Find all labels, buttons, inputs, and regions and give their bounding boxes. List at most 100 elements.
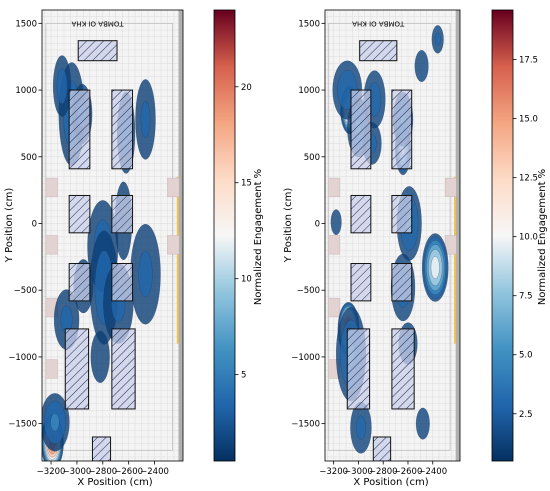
y-tick-label: −1000 xyxy=(291,353,320,363)
x-tick-label: −2600 xyxy=(114,467,143,477)
obstacle-box xyxy=(77,40,118,62)
y-tick-label: −500 xyxy=(297,286,320,296)
obstacle-box xyxy=(372,436,392,461)
y-tick-label: 1000 xyxy=(298,86,320,96)
x-tick-label: −2800 xyxy=(88,467,117,477)
map-prop xyxy=(167,177,180,198)
colorbar-gradient xyxy=(213,9,236,462)
x-tick-label: −2400 xyxy=(140,467,169,477)
x-tick-label: −3000 xyxy=(344,467,373,477)
obstacle-box xyxy=(391,328,415,410)
heatmap-panel-right: TOMBA OI KHA −3200−3000−2800−2600−2400 −… xyxy=(283,9,548,488)
map-edge-marker xyxy=(176,176,179,344)
colorbar: 2.5 5.0 7.5 10.0 12.5 15.0 17.5 xyxy=(491,9,538,462)
density-level xyxy=(140,100,151,139)
map-prop xyxy=(45,359,58,379)
density-level xyxy=(138,250,153,298)
x-tick-label: −2600 xyxy=(394,467,423,477)
map-prop xyxy=(444,235,457,255)
y-axis-label: Y Position (cm) xyxy=(4,188,15,264)
map-wall xyxy=(178,10,183,461)
density-level xyxy=(90,330,110,384)
obstacle-box xyxy=(68,263,91,302)
y-tick-label: 1500 xyxy=(15,19,37,29)
obstacle-box xyxy=(350,194,372,234)
map-prop xyxy=(45,177,58,198)
colorbar-tick-label: 7.5 xyxy=(519,292,533,302)
map-text: TOMBA OI KHA xyxy=(352,19,405,27)
y-axis-ticks: −1500 −1000 −500 0 500 1000 1500 xyxy=(291,19,325,430)
map-text: TOMBA OI KHA xyxy=(71,19,124,27)
obstacle-boxes xyxy=(346,40,415,461)
map-prop xyxy=(328,297,341,318)
y-tick-label: 500 xyxy=(21,153,37,163)
colorbar-tick-label: 15 xyxy=(241,179,252,189)
plot-border xyxy=(41,9,184,462)
obstacle-box xyxy=(111,263,134,302)
density-level xyxy=(330,209,342,236)
obstacle-box xyxy=(350,89,372,170)
y-tick-label: −1000 xyxy=(8,353,37,363)
axes-frame xyxy=(324,9,461,462)
obstacle-box xyxy=(68,194,91,234)
map-prop xyxy=(328,177,341,198)
x-tick-label: −3200 xyxy=(319,467,348,477)
obstacle-box xyxy=(391,89,413,170)
obstacle-box xyxy=(391,194,413,234)
colorbar-label: Normalized Engagement % xyxy=(537,169,548,305)
y-tick-label: 0 xyxy=(315,219,320,229)
x-axis-ticks: −3200−3000−2800−2600−2400 xyxy=(37,461,169,477)
map-wall xyxy=(455,10,460,461)
colorbar-gradient xyxy=(491,9,514,462)
colorbar-tick-label: 10.0 xyxy=(519,233,538,243)
y-tick-label: −500 xyxy=(14,286,37,296)
x-tick-label: −2400 xyxy=(418,467,447,477)
y-axis-label: Y Position (cm) xyxy=(283,188,294,264)
colorbar-tick-label: 5 xyxy=(241,371,246,381)
y-tick-label: 1500 xyxy=(298,19,320,29)
y-axis-ticks: −1500 −1000 −500 0 500 1000 1500 xyxy=(8,19,42,430)
colorbar-tick-label: 5.0 xyxy=(519,351,533,361)
obstacle-box xyxy=(346,328,371,410)
obstacle-box xyxy=(359,40,398,62)
obstacle-box xyxy=(111,194,134,234)
obstacle-box xyxy=(64,328,90,410)
obstacle-box xyxy=(111,89,134,170)
heatmap-panel-left: TOMBA OI KHA −3200−3000−2800−2600−2400 −… xyxy=(4,9,264,488)
x-axis-label: X Position (cm) xyxy=(353,477,428,488)
colorbar-tick-label: 10 xyxy=(241,275,252,285)
y-tick-label: −1500 xyxy=(8,420,37,430)
x-tick-label: −3200 xyxy=(37,467,66,477)
axes-frame xyxy=(41,9,184,462)
density-level xyxy=(56,68,68,104)
density-level xyxy=(50,413,60,432)
y-tick-label: 0 xyxy=(32,219,37,229)
y-tick-label: −1500 xyxy=(291,420,320,430)
colorbar-tick-label: 2.5 xyxy=(519,410,533,420)
colorbar-tick-label: 12.5 xyxy=(519,174,538,184)
obstacle-box xyxy=(111,328,136,410)
colorbar: 5 10 15 20 xyxy=(213,9,252,462)
obstacle-boxes xyxy=(64,40,136,461)
density-level xyxy=(414,50,429,83)
colorbar-tick-label: 20 xyxy=(241,83,252,93)
obstacle-box xyxy=(350,263,372,302)
y-tick-label: 500 xyxy=(304,153,320,163)
colorbar-tick-label: 17.5 xyxy=(519,56,538,66)
map-prop xyxy=(45,235,58,255)
x-axis-ticks: −3200−3000−2800−2600−2400 xyxy=(319,461,447,477)
obstacle-box xyxy=(68,89,91,170)
map-edge-marker xyxy=(454,176,457,344)
density-level xyxy=(434,32,441,47)
x-axis-label: X Position (cm) xyxy=(77,477,152,488)
x-tick-label: −3000 xyxy=(63,467,92,477)
colorbar-tick-label: 15.0 xyxy=(519,115,538,125)
y-tick-label: 1000 xyxy=(15,86,37,96)
x-tick-label: −2800 xyxy=(369,467,398,477)
plot-border xyxy=(324,9,461,462)
map-prop xyxy=(444,177,457,198)
density-level xyxy=(430,256,440,279)
density-level xyxy=(415,407,430,440)
colorbar-label: Normalized Engagement % xyxy=(253,169,264,305)
